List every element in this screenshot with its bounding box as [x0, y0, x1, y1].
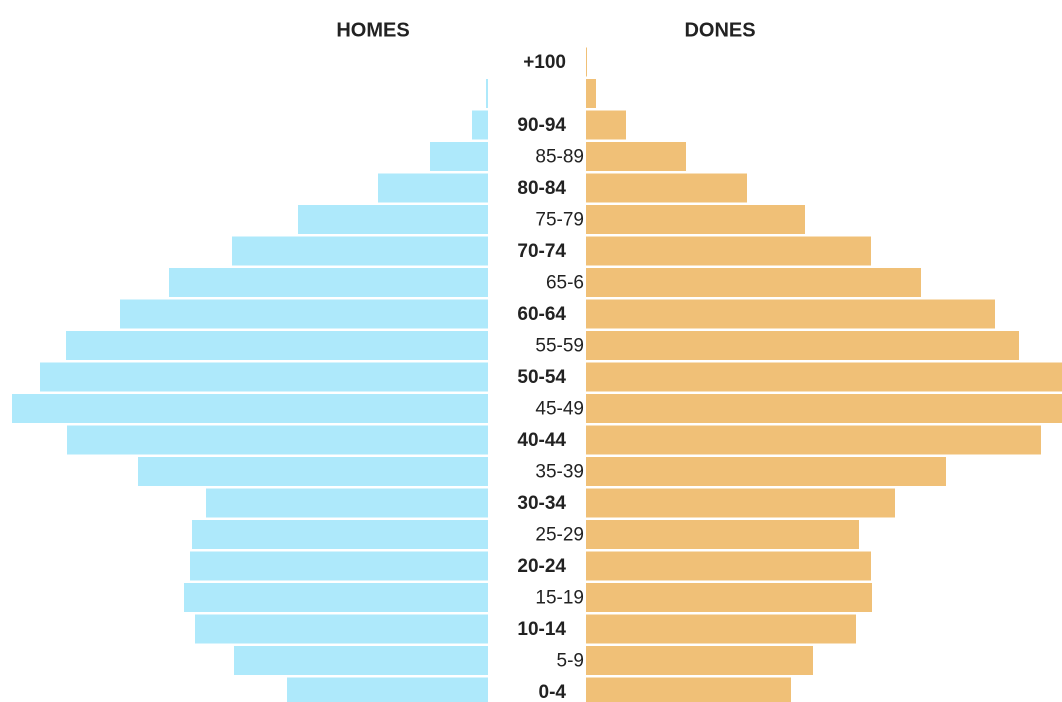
age-label: 15-19	[535, 588, 584, 609]
age-label: 80-84	[517, 178, 566, 199]
bar-women	[586, 205, 805, 234]
age-label: 65-6	[546, 273, 584, 294]
bar-men	[298, 205, 488, 234]
bar-women	[586, 79, 596, 108]
age-label: 60-64	[517, 304, 566, 325]
age-label: 75-79	[535, 210, 584, 231]
age-label: 35-39	[535, 462, 584, 483]
age-label: 90-94	[517, 115, 566, 136]
age-label: 50-54	[517, 367, 566, 388]
bar-women	[586, 331, 1019, 360]
bar-men	[472, 110, 488, 140]
bar-men	[206, 488, 488, 518]
bar-women	[586, 457, 946, 486]
bar-men	[40, 362, 488, 392]
bar-women	[586, 583, 872, 612]
age-label: 0-4	[539, 682, 567, 702]
bar-women	[586, 268, 921, 297]
age-label: 85-89	[535, 147, 584, 168]
age-label: 10-14	[517, 619, 566, 640]
bar-men	[234, 646, 488, 675]
age-label: 30-34	[517, 493, 566, 514]
bar-women	[586, 520, 859, 549]
bar-women	[586, 551, 871, 581]
bar-women	[586, 173, 747, 203]
bar-women	[586, 488, 895, 518]
bar-men	[169, 268, 488, 297]
bar-men	[184, 583, 488, 612]
bar-men	[195, 614, 488, 644]
age-label: 20-24	[517, 556, 566, 577]
bar-women	[586, 425, 1041, 455]
bar-men	[486, 79, 488, 108]
bar-men	[67, 425, 488, 455]
bar-women	[586, 110, 626, 140]
bar-women	[586, 142, 686, 171]
bar-men	[190, 551, 488, 581]
bar-men	[138, 457, 488, 486]
age-label: 40-44	[517, 430, 566, 451]
series-heading: DONES	[684, 19, 755, 41]
bar-men	[66, 331, 488, 360]
bar-women	[586, 47, 587, 77]
age-label: 55-59	[535, 336, 584, 357]
bar-men	[192, 520, 488, 549]
bar-men	[120, 299, 488, 329]
age-label: 5-9	[557, 651, 584, 672]
bar-men	[430, 142, 488, 171]
bar-men	[287, 677, 488, 702]
bar-women	[586, 394, 1062, 423]
bar-women	[586, 646, 813, 675]
bar-men	[232, 236, 488, 266]
age-label: +100	[523, 52, 566, 73]
bar-women	[586, 299, 995, 329]
age-label: 45-49	[535, 399, 584, 420]
series-heading: HOMES	[336, 19, 409, 41]
bar-women	[586, 362, 1062, 392]
age-label: 25-29	[535, 525, 584, 546]
bar-men	[378, 173, 488, 203]
bar-women	[586, 236, 871, 266]
bar-women	[586, 677, 791, 702]
age-label: 70-74	[517, 241, 566, 262]
bar-men	[12, 394, 488, 423]
bar-women	[586, 614, 856, 644]
